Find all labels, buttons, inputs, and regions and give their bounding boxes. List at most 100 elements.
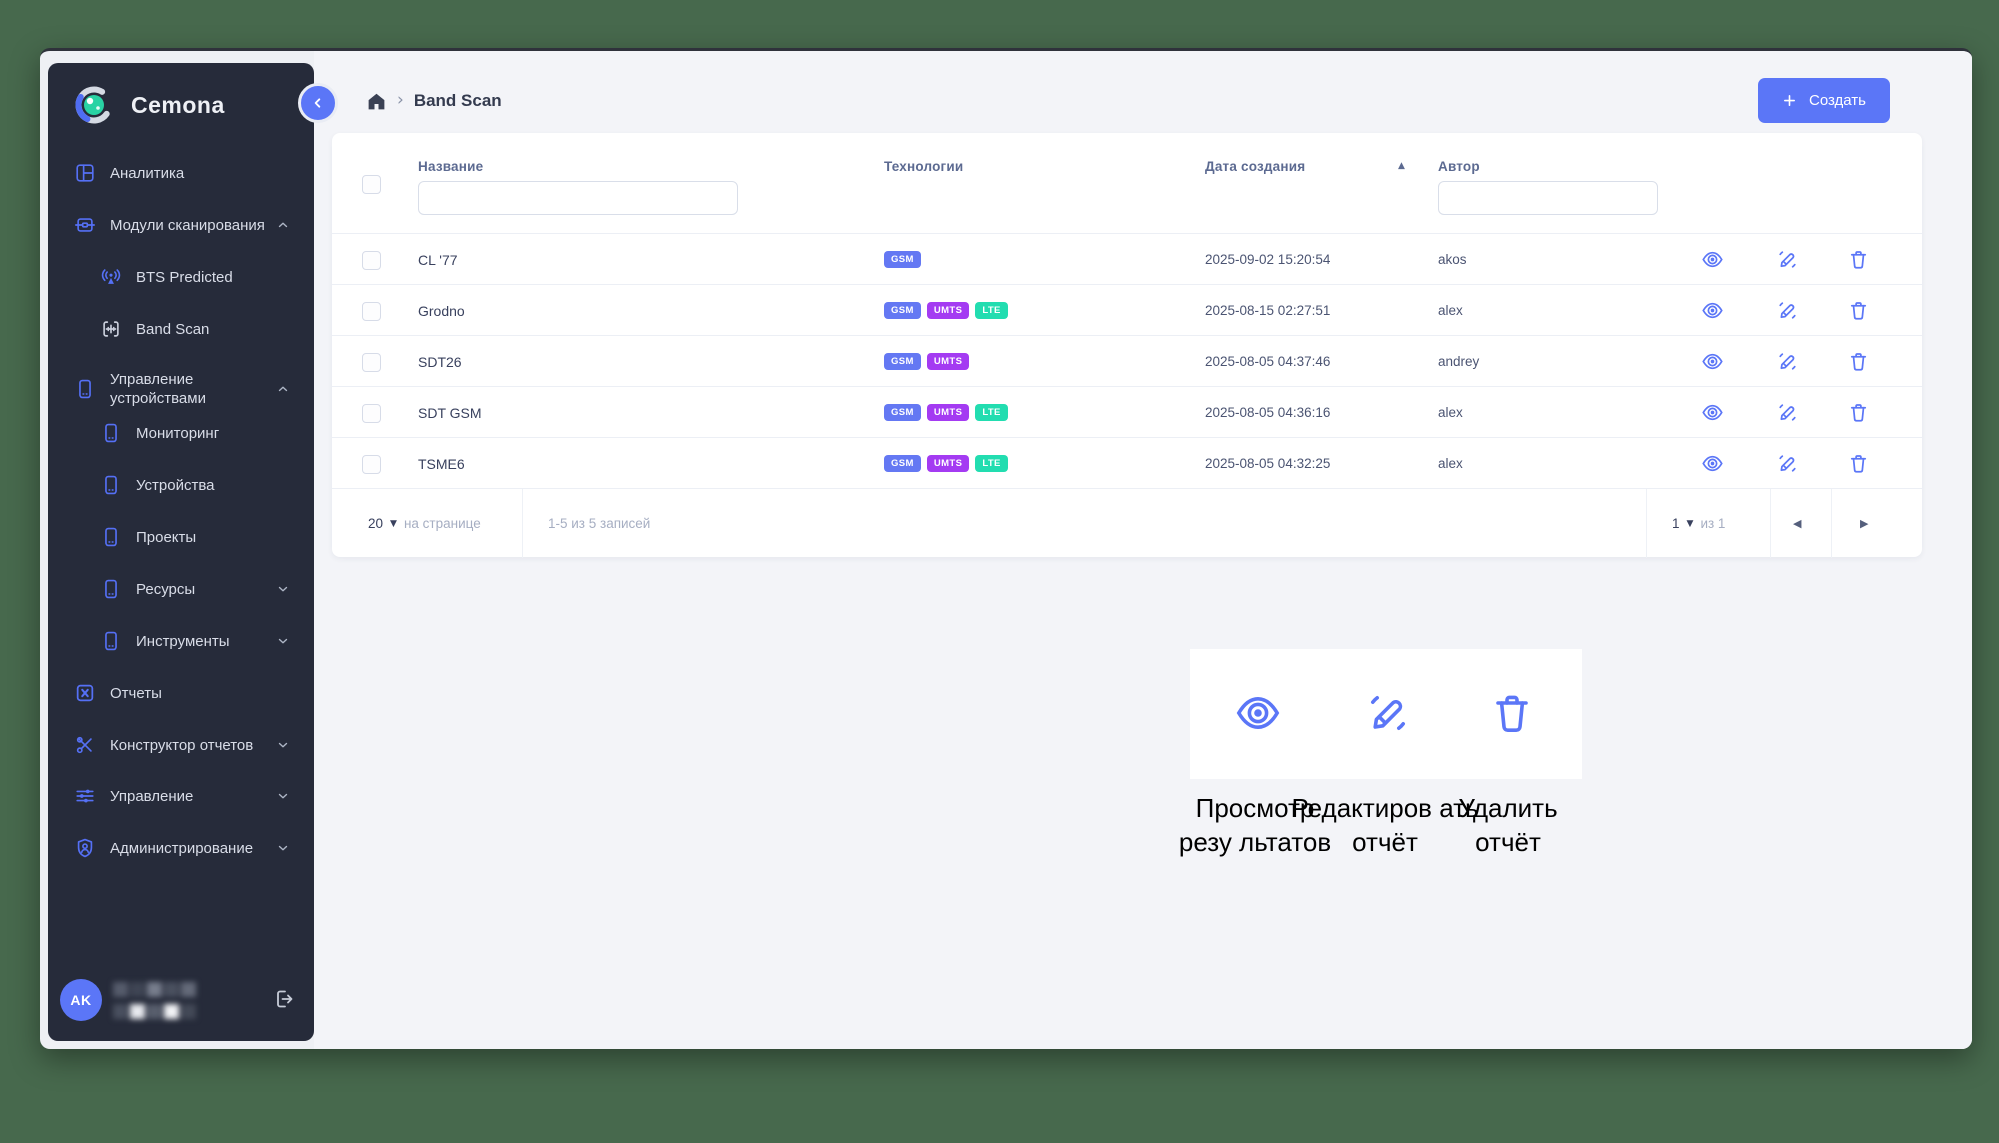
chevron-down-icon[interactable] [276, 841, 290, 855]
row-checkbox[interactable] [362, 353, 381, 372]
delete-report-button[interactable] [1847, 401, 1870, 424]
table-row: Grodno GSM UMTS LTE 2025-08-15 02:27:51 … [332, 284, 1922, 336]
caret-down-icon: ▼ [1686, 518, 1694, 529]
sidebar-item-projects[interactable]: Проекты [48, 517, 314, 557]
tech-badge: UMTS [926, 455, 970, 472]
view-results-button[interactable] [1701, 350, 1724, 373]
chevron-down-icon[interactable] [276, 582, 290, 596]
sort-ascending-icon[interactable]: ▲ [1398, 161, 1405, 171]
column-header-date[interactable]: Дата создания [1205, 159, 1306, 174]
report-name[interactable]: Grodno [418, 302, 465, 319]
column-header-tech[interactable]: Технологии [884, 159, 964, 174]
tech-badges: GSM [884, 234, 921, 285]
app-window: Cemona Аналитика Модули сканирования BTS… [40, 48, 1972, 1049]
create-button[interactable]: Создать [1757, 78, 1890, 123]
tech-badge: GSM [884, 302, 921, 319]
edit-report-button[interactable] [1776, 248, 1799, 271]
sidebar-item-report-builder[interactable]: Конструктор отчетов [48, 725, 314, 765]
eye-icon [1701, 452, 1724, 475]
creation-date: 2025-08-05 04:37:46 [1205, 354, 1331, 369]
column-header-name[interactable]: Название [418, 159, 484, 174]
edit-icon [1776, 452, 1799, 475]
creation-date: 2025-08-15 02:27:51 [1205, 303, 1331, 318]
home-icon[interactable] [366, 91, 387, 112]
delete-report-button[interactable] [1847, 350, 1870, 373]
chevron-up-icon[interactable] [276, 218, 290, 232]
eye-icon [1701, 401, 1724, 424]
report-name[interactable]: SDT26 [418, 353, 462, 370]
creation-date: 2025-08-05 04:36:16 [1205, 405, 1331, 420]
tech-badges: GSM UMTS [884, 336, 970, 387]
sidebar-item-resources[interactable]: Ресурсы [48, 569, 314, 609]
prev-page-button[interactable]: ◀ [1793, 517, 1802, 530]
device-icon [100, 578, 122, 600]
table-row: CL '77 GSM 2025-09-02 15:20:54 akos [332, 233, 1922, 285]
view-results-button[interactable] [1701, 248, 1724, 271]
tech-badge: LTE [975, 455, 1008, 472]
column-header-author[interactable]: Автор [1438, 159, 1480, 174]
report-name[interactable]: TSME6 [418, 455, 465, 472]
sidebar-item-band-scan[interactable]: Band Scan [48, 309, 314, 349]
edit-report-button[interactable] [1776, 452, 1799, 475]
avatar[interactable]: AK [60, 979, 102, 1021]
delete-report-button[interactable] [1847, 452, 1870, 475]
scan-modules-icon [74, 214, 96, 236]
eye-icon [1701, 248, 1724, 271]
analytics-icon [74, 162, 96, 184]
breadcrumb-separator: › [397, 90, 404, 110]
sidebar-item-tools[interactable]: Инструменты [48, 621, 314, 661]
sidebar-item-scan-modules[interactable]: Модули сканирования [48, 205, 314, 245]
logout-icon[interactable] [272, 987, 296, 1011]
chevron-up-icon[interactable] [276, 382, 290, 396]
name-filter-input[interactable] [418, 181, 738, 215]
creation-date: 2025-08-05 04:32:25 [1205, 456, 1331, 471]
redacted-username [112, 981, 208, 1021]
trash-icon [1847, 401, 1870, 424]
chevron-down-icon[interactable] [276, 789, 290, 803]
sidebar-item-administration[interactable]: Администрирование [48, 828, 314, 868]
sidebar-item-reports[interactable]: Отчеты [48, 673, 314, 713]
sidebar-item-bts-predicted[interactable]: BTS Predicted [48, 257, 314, 297]
chevron-down-icon[interactable] [276, 634, 290, 648]
sidebar-item-device-management[interactable]: Управление устройствами [48, 361, 314, 417]
legend-label-delete: Удалить отчёт [1458, 793, 1558, 857]
view-results-button[interactable] [1701, 401, 1724, 424]
sidebar-item-analytics[interactable]: Аналитика [48, 153, 314, 193]
view-results-button[interactable] [1701, 452, 1724, 475]
divider [1646, 489, 1647, 558]
sidebar-collapse-button[interactable] [298, 83, 338, 123]
divider [1831, 489, 1832, 558]
user-panel: AK [48, 971, 314, 1033]
edit-report-button[interactable] [1776, 401, 1799, 424]
author: alex [1438, 303, 1463, 318]
page-select[interactable]: 1 ▼ из 1 [1672, 516, 1726, 531]
reports-x-icon [74, 682, 96, 704]
author: alex [1438, 456, 1463, 471]
sliders-icon [74, 785, 96, 807]
sidebar-item-management[interactable]: Управление [48, 776, 314, 816]
report-name[interactable]: SDT GSM [418, 404, 482, 421]
next-page-button[interactable]: ▶ [1860, 517, 1869, 530]
eye-icon [1234, 689, 1282, 737]
edit-report-button[interactable] [1776, 299, 1799, 322]
tech-badge: GSM [884, 404, 921, 421]
row-checkbox[interactable] [362, 404, 381, 423]
report-name[interactable]: CL '77 [418, 251, 458, 268]
sidebar-item-monitoring[interactable]: Мониторинг [48, 413, 314, 453]
delete-report-button[interactable] [1847, 299, 1870, 322]
author: alex [1438, 405, 1463, 420]
trash-icon [1847, 452, 1870, 475]
row-checkbox[interactable] [362, 455, 381, 474]
tech-badge: GSM [884, 353, 921, 370]
row-checkbox[interactable] [362, 302, 381, 321]
view-results-button[interactable] [1701, 299, 1724, 322]
sidebar-item-devices[interactable]: Устройства [48, 465, 314, 505]
delete-report-button[interactable] [1847, 248, 1870, 271]
row-checkbox[interactable] [362, 251, 381, 270]
page-size-select[interactable]: 20 ▼ на странице [368, 516, 481, 531]
edit-report-button[interactable] [1776, 350, 1799, 373]
select-all-checkbox[interactable] [362, 175, 381, 194]
edit-icon [1776, 248, 1799, 271]
chevron-down-icon[interactable] [276, 738, 290, 752]
author-filter-input[interactable] [1438, 181, 1658, 215]
